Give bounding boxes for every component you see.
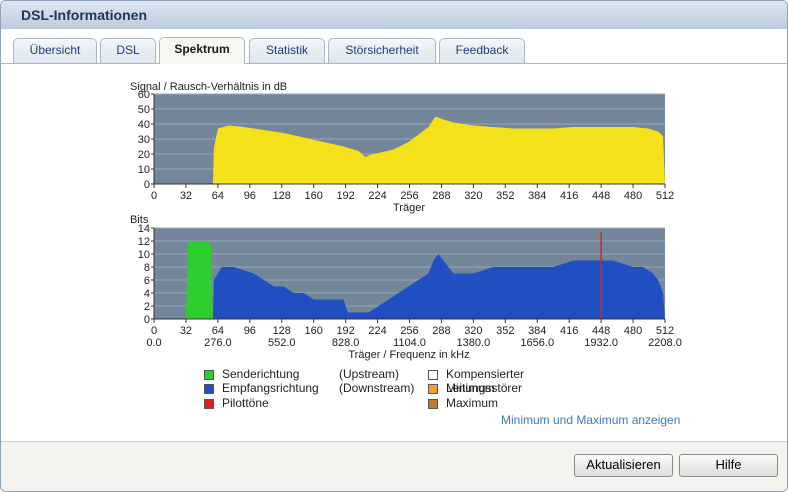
frequency-tick-label: 1104.0 [393, 337, 426, 349]
x-tick-label: 448 [592, 325, 610, 337]
y-tick-label: 6 [144, 275, 150, 287]
y-tick-label: 50 [138, 104, 150, 116]
x-tick-label: 128 [273, 190, 291, 202]
refresh-button[interactable]: Aktualisieren [574, 454, 673, 477]
tab-dsl[interactable]: DSL [100, 38, 156, 63]
x-tick-label: 192 [336, 325, 354, 337]
minimum-swatch [428, 384, 438, 394]
x-tick-label: 224 [368, 325, 386, 337]
bits-chart-ylabel: Bits [130, 214, 149, 226]
legend-downstream: (Downstream) [339, 381, 415, 395]
x-tick-label: 160 [305, 190, 323, 202]
x-tick-label: 32 [180, 190, 192, 202]
kompensiert-swatch [428, 370, 438, 380]
x-tick-label: 32 [180, 325, 192, 337]
x-tick-label: 384 [528, 325, 546, 337]
y-tick-label: 14 [138, 223, 150, 235]
snr-area-series [154, 116, 665, 184]
legend-minimum: Minimum [446, 381, 495, 395]
x-tick-label: 256 [400, 325, 418, 337]
legend-maximum: Maximum [446, 396, 499, 410]
snr-chart-ylabel: Signal / Rausch-Verhältnis in dB [130, 81, 287, 93]
frequency-tick-label: 0.0 [146, 337, 161, 349]
tab-feedback[interactable]: Feedback [439, 38, 525, 63]
window-title: DSL-Informationen [21, 7, 147, 23]
x-tick-label: 192 [336, 190, 354, 202]
bits-frequency-ticks: 0.0 276.0 552.0 828.0 1104.0 1380.0 1656.0 1932… [146, 337, 681, 349]
x-tick-label: 224 [368, 190, 386, 202]
y-tick-label: 4 [144, 288, 150, 300]
x-tick-label: 288 [432, 325, 450, 337]
show-minmax-link[interactable]: Minimum und Maximum anzeigen [501, 413, 681, 427]
y-tick-label: 20 [138, 149, 150, 161]
frequency-tick-label: 1932.0 [584, 337, 618, 349]
bits-chart-xlabel: Träger / Frequenz in kHz [348, 349, 469, 361]
x-tick-label: 352 [496, 325, 514, 337]
x-tick-label: 320 [464, 190, 482, 202]
legend-empfangsrichtung: Empfangsrichtung [222, 381, 319, 395]
x-tick-label: 64 [212, 190, 224, 202]
upstream-bits-series [185, 241, 213, 319]
frequency-tick-label: 1656.0 [520, 337, 554, 349]
tab-spektrum[interactable]: Spektrum [159, 37, 245, 64]
legend-upstream: (Upstream) [339, 367, 400, 381]
y-tick-label: 2 [144, 301, 150, 313]
x-tick-label: 0 [151, 325, 157, 337]
x-tick-label: 512 [656, 325, 674, 337]
x-tick-label: 416 [560, 190, 578, 202]
y-tick-label: 8 [144, 262, 150, 274]
x-tick-label: 160 [305, 325, 323, 337]
x-tick-label: 96 [244, 190, 256, 202]
x-tick-label: 256 [400, 190, 418, 202]
y-tick-label: 30 [138, 134, 150, 146]
x-tick-label: 480 [624, 190, 642, 202]
bits-x-ticks: 0 32 64 96 128 160 192 224 256 288 320 352 384 416 448… [151, 319, 674, 337]
snr-x-ticks: 0 32 64 96 128 160 192 224 256 288 320 352 384 416 448… [151, 184, 674, 202]
x-tick-label: 288 [432, 190, 450, 202]
x-tick-label: 448 [592, 190, 610, 202]
tab-uebersicht[interactable]: Übersicht [13, 38, 97, 63]
y-tick-label: 10 [138, 164, 150, 176]
maximum-swatch [428, 399, 438, 409]
snr-chart-xlabel: Träger [393, 202, 425, 214]
frequency-tick-label: 828.0 [332, 337, 360, 349]
x-tick-label: 512 [656, 190, 674, 202]
tab-statistik[interactable]: Statistik [249, 38, 325, 63]
downstream-bits-series [212, 254, 665, 319]
tab-stoersicherheit[interactable]: Störsicherheit [328, 38, 436, 63]
x-tick-label: 416 [560, 325, 578, 337]
x-tick-label: 64 [212, 325, 224, 337]
pilot-swatch [204, 399, 214, 409]
frequency-tick-label: 552.0 [268, 337, 296, 349]
y-tick-label: 40 [138, 119, 150, 131]
help-button[interactable]: Hilfe [679, 454, 778, 477]
legend-senderichtung: Senderichtung [222, 367, 300, 381]
legend-pilottoene: Pilottöne [222, 396, 269, 410]
y-tick-label: 0 [144, 314, 150, 326]
x-tick-label: 480 [624, 325, 642, 337]
x-tick-label: 320 [464, 325, 482, 337]
x-tick-label: 352 [496, 190, 514, 202]
x-tick-label: 384 [528, 190, 546, 202]
frequency-tick-label: 1380.0 [457, 337, 491, 349]
y-tick-label: 60 [138, 89, 150, 101]
spectrum-charts: Signal / Rausch-Verhältnis in dB 0102030… [130, 81, 682, 361]
frequency-tick-label: 276.0 [204, 337, 232, 349]
x-tick-label: 0 [151, 190, 157, 202]
legend-kompensiert: Kompensierter Leitungsstörer [446, 367, 525, 395]
snr-y-ticks: 0 10 20 30 40 50 60 [138, 89, 154, 191]
y-tick-label: 0 [144, 179, 150, 191]
y-tick-label: 10 [138, 249, 150, 261]
upstream-swatch [204, 370, 214, 380]
x-tick-label: 128 [273, 325, 291, 337]
downstream-swatch [204, 384, 214, 394]
y-tick-label: 12 [138, 236, 150, 248]
x-tick-label: 96 [244, 325, 256, 337]
tab-bar: Übersicht DSL Spektrum Statistik Störsic… [1, 29, 787, 64]
frequency-tick-label: 2208.0 [648, 337, 682, 349]
